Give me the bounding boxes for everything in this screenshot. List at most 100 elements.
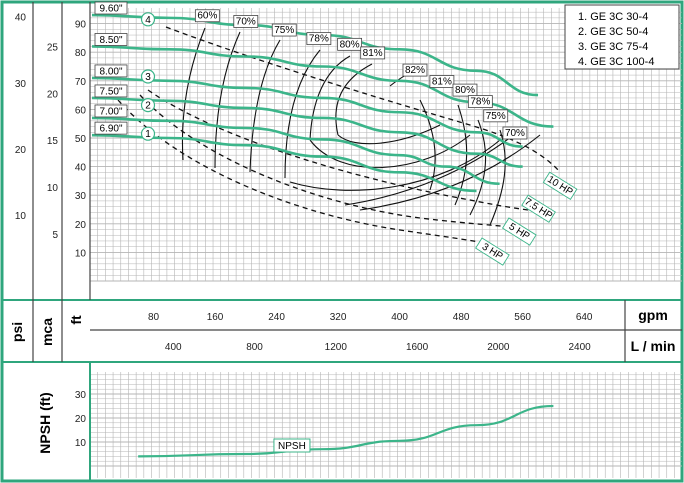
impeller-label-text: 7.50"	[99, 86, 122, 97]
efficiency-label-box	[429, 75, 455, 88]
mca-axis-title: mca	[39, 318, 55, 346]
ft-tick-label: 80	[75, 48, 87, 59]
impeller-label-box	[94, 1, 128, 15]
gpm-tick-label: 80	[148, 312, 160, 323]
impeller-label: 7.50"	[94, 84, 128, 97]
lmin-tick-label: 2400	[568, 342, 591, 353]
ft-tick-label: 20	[75, 220, 87, 231]
efficiency-label: 78%	[306, 32, 332, 46]
mca-tick-label: 20	[47, 89, 59, 100]
efficiency-label-box	[194, 9, 220, 23]
npsh-line	[138, 404, 554, 458]
efficiency-label-text: 81%	[432, 77, 452, 88]
model-marker-text: 4	[145, 15, 151, 26]
efficiency-label-text: 70%	[236, 16, 256, 27]
efficiency-label-box	[271, 23, 297, 37]
model-marker-circle	[140, 126, 156, 141]
gpm-tick-label: 400	[391, 312, 408, 323]
ft-tick-label: 30	[75, 191, 87, 202]
impeller-labels: 6.90" 7.00" 7.50" 8.00" 8.50" 9.60"	[94, 1, 128, 135]
impeller-label-box	[94, 64, 128, 78]
npsh-tick-label: 20	[75, 414, 87, 425]
efficiency-label-box	[337, 37, 363, 51]
efficiency-label-text: 82%	[405, 65, 425, 76]
mca-tick-label: 25	[47, 42, 59, 53]
npsh-axis-title: NPSH (ft)	[37, 392, 53, 453]
impeller-label-box	[94, 121, 128, 135]
model-marker-circle	[140, 98, 156, 113]
efficiency-label-box	[306, 32, 332, 46]
mca-tick-label: 15	[47, 136, 59, 147]
psi-axis-title: psi	[9, 322, 25, 342]
psi-tick-label: 40	[15, 13, 27, 24]
impeller-label-text: 8.50"	[99, 35, 122, 46]
efficiency-label: 81%	[429, 75, 455, 88]
psi-tick-label: 10	[15, 211, 27, 222]
impeller-curve-8.00in	[91, 76, 523, 148]
lmin-tick-labels: 400 800 1200 1600 2000 2400	[165, 342, 591, 353]
impeller-label: 9.60"	[94, 1, 128, 15]
ft-tick-labels: 10 20 30 40 50 60 70 80 90	[75, 20, 87, 260]
impeller-label: 6.90"	[94, 121, 128, 135]
efficiency-label-text: 81%	[363, 48, 383, 59]
efficiency-label: 75%	[271, 23, 297, 37]
npsh-tick-labels: 10 20 30	[75, 390, 87, 449]
mca-tick-label: 10	[47, 183, 59, 194]
efficiency-label-box	[360, 46, 386, 60]
gpm-tick-label: 480	[453, 312, 470, 323]
npsh-curve: NPSH	[138, 404, 554, 458]
npsh-label-text: NPSH	[278, 441, 306, 452]
lmin-axis-title: L / min	[631, 338, 676, 354]
efficiency-label-box	[467, 95, 493, 108]
npsh-plot-grid	[89, 372, 682, 478]
model-marker-circle	[140, 12, 156, 27]
ft-axis-title: ft	[68, 315, 84, 325]
gpm-tick-label: 240	[268, 312, 285, 323]
npsh-tick-label: 30	[75, 390, 87, 401]
impeller-label-text: 6.90"	[99, 124, 122, 135]
npsh-label-box	[273, 438, 311, 453]
impeller-label: 7.00"	[94, 104, 128, 117]
efficiency-label-text: 75%	[486, 111, 506, 122]
mca-tick-label: 5	[52, 230, 58, 241]
psi-tick-label: 20	[15, 145, 27, 156]
impeller-label: 8.00"	[94, 64, 128, 78]
impeller-label-text: 8.00"	[99, 66, 122, 77]
gpm-tick-label: 320	[330, 312, 347, 323]
model-marker: 2	[140, 98, 156, 113]
power-lines	[117, 26, 561, 245]
impeller-curve-6.90in	[91, 133, 477, 193]
mca-tick-labels: 5 10 15 20 25	[47, 42, 59, 241]
efficiency-label: 70%	[233, 15, 259, 28]
power-label-box	[501, 217, 537, 246]
psi-tick-labels: 10 20 30 40	[15, 13, 27, 222]
efficiency-label-box	[233, 15, 259, 28]
model-marker: 3	[140, 69, 156, 84]
power-label-box	[521, 194, 556, 223]
gpm-tick-labels: 80 160 240 320 400 480 560 640	[148, 312, 593, 323]
efficiency-label: 60%	[194, 9, 220, 23]
model-marker-circle	[140, 69, 156, 84]
efficiency-label: 80%	[337, 37, 363, 51]
lmin-tick-label: 2000	[487, 342, 510, 353]
ft-tick-label: 50	[75, 134, 87, 145]
efficiency-label: 81%	[360, 46, 386, 60]
legend-item-4: 4. GE 3C 100-4	[578, 56, 654, 68]
power-label-box	[542, 171, 578, 200]
axis-panel-lines	[32, 2, 682, 362]
gpm-tick-label: 640	[576, 312, 593, 323]
model-marker: 1	[140, 126, 156, 141]
model-marker-text: 3	[145, 72, 151, 83]
power-label-box	[475, 237, 510, 266]
lmin-tick-label: 1200	[325, 342, 348, 353]
lmin-tick-label: 800	[246, 342, 263, 353]
efficiency-label-text: 80%	[340, 39, 360, 50]
legend-item-2: 2. GE 3C 50-4	[578, 26, 648, 38]
efficiency-label: 80%	[452, 83, 478, 97]
efficiency-label-box	[402, 63, 428, 77]
efficiency-label-text: 75%	[274, 25, 294, 36]
psi-tick-label: 30	[15, 79, 27, 90]
gpm-tick-label: 560	[514, 312, 531, 323]
